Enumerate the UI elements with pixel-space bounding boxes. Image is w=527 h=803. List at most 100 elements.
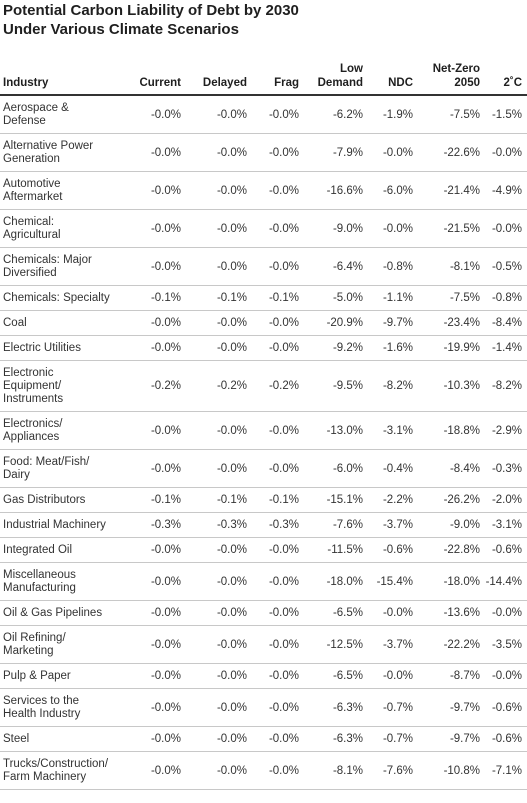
column-header: Industry xyxy=(0,62,128,96)
value-cell: -0.0% xyxy=(368,600,418,626)
value-cell: -0.3% xyxy=(128,512,186,538)
industry-cell: Industrial Machinery xyxy=(0,512,128,538)
value-cell: -0.0% xyxy=(128,411,186,450)
value-cell: -4.9% xyxy=(485,171,527,210)
value-cell: -0.0% xyxy=(186,209,252,248)
value-cell: -0.0% xyxy=(186,625,252,664)
value-cell: -0.2% xyxy=(186,360,252,412)
value-cell: -0.0% xyxy=(186,335,252,361)
carbon-liability-table: Industry Current Delayed Frag Low Demand NDC N… xyxy=(0,62,527,790)
value-cell: -0.0% xyxy=(186,726,252,752)
value-cell: -3.7% xyxy=(368,625,418,664)
table-row: Trucks/Construction/ Farm Machinery -0.0%… xyxy=(0,751,527,790)
value-cell: -0.0% xyxy=(252,449,304,488)
industry-cell: Chemical: Agricultural xyxy=(0,209,128,248)
value-cell: -6.0% xyxy=(368,171,418,210)
value-cell: -1.9% xyxy=(368,95,418,134)
value-cell: -8.4% xyxy=(485,310,527,336)
value-cell: -0.0% xyxy=(128,726,186,752)
value-cell: -22.8% xyxy=(418,537,485,563)
value-cell: -6.5% xyxy=(304,663,368,689)
industry-cell: Electronics/ Appliances xyxy=(0,411,128,450)
value-cell: -0.0% xyxy=(252,171,304,210)
value-cell: -6.2% xyxy=(304,95,368,134)
value-cell: -0.0% xyxy=(128,209,186,248)
table-row: Miscellaneous Manufacturing -0.0% -0.0% -0.… xyxy=(0,562,527,601)
table-row: Integrated Oil -0.0% -0.0% -0.0% -11.5% -0.6%… xyxy=(0,537,527,563)
value-cell: -0.0% xyxy=(252,562,304,601)
value-cell: -2.2% xyxy=(368,487,418,513)
value-cell: -2.9% xyxy=(485,411,527,450)
industry-cell: Electronic Equipment/ Instruments xyxy=(0,360,128,412)
value-cell: -6.5% xyxy=(304,600,368,626)
industry-cell: Oil Refining/ Marketing xyxy=(0,625,128,664)
table-row: Automotive Aftermarket -0.0% -0.0% -0.0% -16… xyxy=(0,171,527,210)
value-cell: -0.0% xyxy=(252,95,304,134)
table-row: Electric Utilities -0.0% -0.0% -0.0% -9.2% -1… xyxy=(0,335,527,361)
value-cell: -9.7% xyxy=(418,726,485,752)
value-cell: -8.4% xyxy=(418,449,485,488)
value-cell: -0.0% xyxy=(186,411,252,450)
value-cell: -1.1% xyxy=(368,285,418,311)
value-cell: -21.4% xyxy=(418,171,485,210)
value-cell: -0.0% xyxy=(186,562,252,601)
table-row: Services to the Health Industry -0.0% -0.0… xyxy=(0,688,527,727)
value-cell: -15.1% xyxy=(304,487,368,513)
value-cell: -0.0% xyxy=(186,600,252,626)
value-cell: -11.5% xyxy=(304,537,368,563)
value-cell: -0.0% xyxy=(252,688,304,727)
column-header: Delayed xyxy=(186,62,252,96)
value-cell: -0.8% xyxy=(485,285,527,311)
value-cell: -5.0% xyxy=(304,285,368,311)
value-cell: -8.7% xyxy=(418,663,485,689)
value-cell: -0.8% xyxy=(368,247,418,286)
value-cell: -19.9% xyxy=(418,335,485,361)
industry-cell: Oil & Gas Pipelines xyxy=(0,600,128,626)
value-cell: -20.9% xyxy=(304,310,368,336)
column-header: Low Demand xyxy=(304,62,368,96)
value-cell: -1.4% xyxy=(485,335,527,361)
value-cell: -0.0% xyxy=(368,209,418,248)
table-row: Electronic Equipment/ Instruments -0.2% -0… xyxy=(0,360,527,412)
value-cell: -0.6% xyxy=(485,537,527,563)
column-header: NDC xyxy=(368,62,418,96)
value-cell: -0.0% xyxy=(128,95,186,134)
value-cell: -0.7% xyxy=(368,688,418,727)
value-cell: -13.6% xyxy=(418,600,485,626)
value-cell: -18.0% xyxy=(304,562,368,601)
industry-cell: Miscellaneous Manufacturing xyxy=(0,562,128,601)
industry-cell: Coal xyxy=(0,310,128,336)
value-cell: -0.0% xyxy=(485,663,527,689)
value-cell: -0.0% xyxy=(252,726,304,752)
value-cell: -3.1% xyxy=(485,512,527,538)
value-cell: -0.1% xyxy=(128,285,186,311)
value-cell: -15.4% xyxy=(368,562,418,601)
industry-cell: Chemicals: Specialty xyxy=(0,285,128,311)
value-cell: -0.0% xyxy=(252,411,304,450)
value-cell: -14.4% xyxy=(485,562,527,601)
value-cell: -6.4% xyxy=(304,247,368,286)
value-cell: -0.0% xyxy=(128,688,186,727)
column-header: Net-Zero 2050 xyxy=(418,62,485,96)
value-cell: -10.8% xyxy=(418,751,485,790)
value-cell: -0.0% xyxy=(252,625,304,664)
table-row: Steel -0.0% -0.0% -0.0% -6.3% -0.7% -9.7% -0.6% xyxy=(0,726,527,752)
value-cell: -0.0% xyxy=(128,537,186,563)
value-cell: -0.0% xyxy=(186,663,252,689)
value-cell: -22.2% xyxy=(418,625,485,664)
value-cell: -0.0% xyxy=(252,537,304,563)
table-row: Gas Distributors -0.1% -0.1% -0.1% -15.1% -2.… xyxy=(0,487,527,513)
page-title: Potential Carbon Liability of Debt by 20… xyxy=(3,2,299,38)
value-cell: -0.5% xyxy=(485,247,527,286)
value-cell: -9.7% xyxy=(368,310,418,336)
value-cell: -0.0% xyxy=(485,600,527,626)
value-cell: -0.0% xyxy=(128,562,186,601)
value-cell: -0.0% xyxy=(186,310,252,336)
value-cell: -0.0% xyxy=(128,751,186,790)
table-row: Alternative Power Generation -0.0% -0.0% -0… xyxy=(0,133,527,172)
table-row: Coal -0.0% -0.0% -0.0% -20.9% -9.7% -23.4% -8.4… xyxy=(0,310,527,336)
value-cell: -13.0% xyxy=(304,411,368,450)
value-cell: -8.2% xyxy=(485,360,527,412)
value-cell: -0.0% xyxy=(186,247,252,286)
value-cell: -7.6% xyxy=(304,512,368,538)
